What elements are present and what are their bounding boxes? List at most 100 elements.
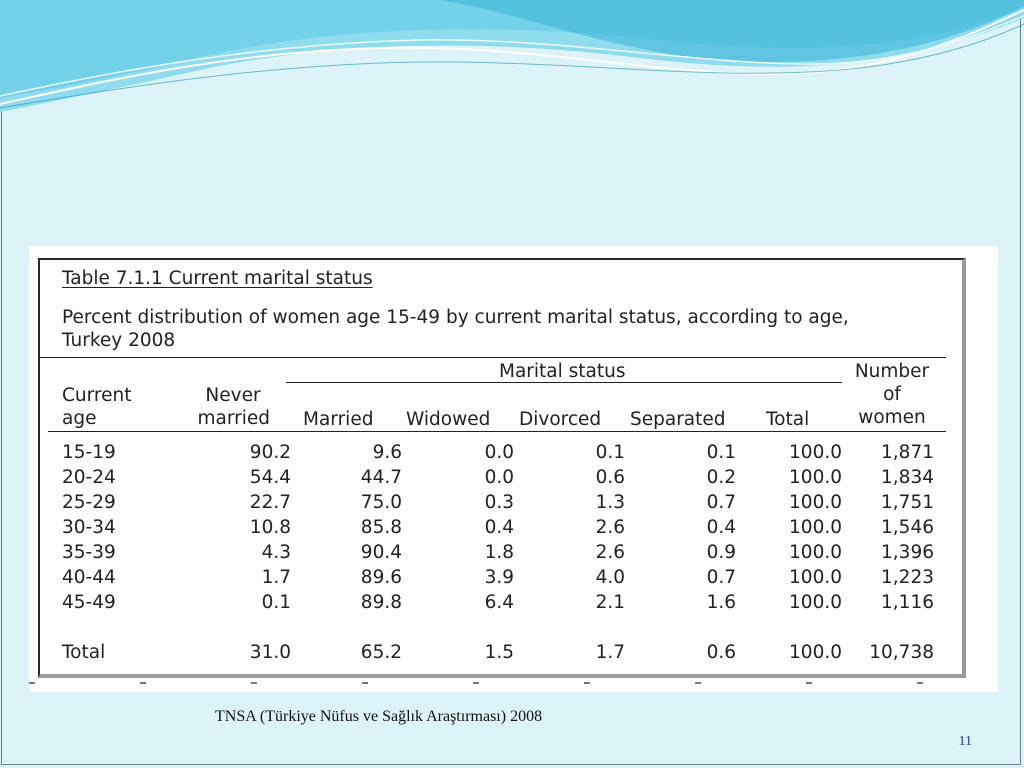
- cell-age: 40-44: [62, 567, 116, 588]
- cell-divorced: 2.1: [595, 592, 625, 613]
- cell-age: 45-49: [62, 592, 116, 613]
- cell-separated: 1.6: [706, 592, 736, 613]
- cell-divorced: 2.6: [595, 542, 625, 563]
- page-number: 11: [958, 734, 972, 749]
- table-row: 25-29 22.7 75.0 0.3 1.3 0.7 100.0 1,751: [40, 492, 962, 517]
- table-total-row: Total 31.0 65.2 1.5 1.7 0.6 100.0 10,738: [40, 642, 962, 667]
- cell-age: 30-34: [62, 517, 116, 538]
- cell-widowed: 0.0: [484, 467, 514, 488]
- header-number-line3: women: [858, 407, 926, 428]
- cell-number: 1,223: [881, 567, 934, 588]
- table-subtitle: Percent distribution of women age 15-49 …: [62, 306, 942, 352]
- cell-never: 22.7: [249, 492, 291, 513]
- header-widowed: Widowed: [406, 409, 491, 430]
- cell-divorced: 0.6: [595, 467, 625, 488]
- cell-total: 100.0: [789, 467, 842, 488]
- cell-married: 90.4: [360, 542, 402, 563]
- cell-widowed: 1.8: [484, 542, 514, 563]
- header-current-age-line1: Current: [62, 385, 132, 406]
- header-number-line1: Number: [854, 361, 930, 382]
- header-number-of-women: Number of women: [850, 360, 934, 429]
- table-subtitle-line2: Turkey 2008: [62, 330, 176, 351]
- cell-widowed: 0.3: [484, 492, 514, 513]
- table-image-panel: Table 7.1.1 Current marital status Perce…: [29, 246, 998, 692]
- cell-never: 90.2: [249, 442, 291, 463]
- cell-separated: 0.6: [706, 642, 736, 663]
- cell-total: 100.0: [789, 492, 842, 513]
- cell-widowed: 0.0: [484, 442, 514, 463]
- cell-widowed: 3.9: [484, 567, 514, 588]
- table-row: 35-39 4.3 90.4 1.8 2.6 0.9 100.0 1,396: [40, 542, 962, 567]
- cell-total: 100.0: [789, 442, 842, 463]
- header-separated: Separated: [630, 409, 726, 430]
- header-never-married-line2: married: [197, 408, 270, 429]
- header-total: Total: [766, 409, 810, 430]
- cell-age: 15-19: [62, 442, 116, 463]
- table-row: 30-34 10.8 85.8 0.4 2.6 0.4 100.0 1,546: [40, 517, 962, 542]
- header-number-line2: of: [883, 384, 901, 405]
- marital-status-group-rule: [286, 382, 842, 383]
- cell-married: 9.6: [372, 442, 402, 463]
- cell-never: 4.3: [261, 542, 291, 563]
- cell-never: 54.4: [249, 467, 291, 488]
- cell-total: 100.0: [789, 542, 842, 563]
- cell-separated: 0.2: [706, 467, 736, 488]
- cell-never: 1.7: [261, 567, 291, 588]
- group-header-marital-status: Marital status: [499, 361, 626, 382]
- source-caption: TNSA (Türkiye Nüfus ve Sağlık Araştırmas…: [215, 708, 543, 725]
- cell-divorced: 1.7: [595, 642, 625, 663]
- cell-total: 100.0: [789, 642, 842, 663]
- header-never-married-line1: Never: [205, 385, 261, 406]
- header-never-married: Never married: [190, 384, 270, 430]
- cell-never: 31.0: [249, 642, 291, 663]
- cell-divorced: 4.0: [595, 567, 625, 588]
- cell-separated: 0.4: [706, 517, 736, 538]
- cell-age: 20-24: [62, 467, 116, 488]
- cell-number: 1,871: [881, 442, 934, 463]
- cell-number: 1,396: [881, 542, 934, 563]
- cell-number: 1,546: [881, 517, 934, 538]
- cell-separated: 0.9: [706, 542, 736, 563]
- table-row: 40-44 1.7 89.6 3.9 4.0 0.7 100.0 1,223: [40, 567, 962, 592]
- cell-total: 100.0: [789, 567, 842, 588]
- cell-divorced: 1.3: [595, 492, 625, 513]
- cell-number: 1,751: [881, 492, 934, 513]
- cell-age: 25-29: [62, 492, 116, 513]
- cell-separated: 0.7: [706, 492, 736, 513]
- cell-married: 44.7: [360, 467, 402, 488]
- table-bottom-dashes: [29, 682, 998, 684]
- cell-separated: 0.7: [706, 567, 736, 588]
- header-top-rule: [40, 357, 946, 358]
- table-title: Table 7.1.1 Current marital status: [62, 268, 373, 289]
- cell-married: 89.8: [360, 592, 402, 613]
- cell-widowed: 6.4: [484, 592, 514, 613]
- cell-number: 1,834: [881, 467, 934, 488]
- header-current-age: Current age: [62, 384, 131, 430]
- cell-married: 65.2: [360, 642, 402, 663]
- cell-divorced: 0.1: [595, 442, 625, 463]
- table-row: 15-19 90.2 9.6 0.0 0.1 0.1 100.0 1,871: [40, 442, 962, 467]
- cell-never: 10.8: [249, 517, 291, 538]
- cell-number: 1,116: [881, 592, 934, 613]
- header-bottom-rule: [48, 431, 946, 432]
- cell-age: Total: [62, 642, 106, 663]
- table-row: 20-24 54.4 44.7 0.0 0.6 0.2 100.0 1,834: [40, 467, 962, 492]
- table-row: 45-49 0.1 89.8 6.4 2.1 1.6 100.0 1,116: [40, 592, 962, 617]
- cell-total: 100.0: [789, 517, 842, 538]
- header-wave-decoration: [0, 0, 1024, 112]
- header-married: Married: [303, 409, 374, 430]
- cell-age: 35-39: [62, 542, 116, 563]
- cell-separated: 0.1: [706, 442, 736, 463]
- cell-total: 100.0: [789, 592, 842, 613]
- table-subtitle-line1: Percent distribution of women age 15-49 …: [62, 307, 849, 328]
- cell-married: 89.6: [360, 567, 402, 588]
- marital-status-table: Table 7.1.1 Current marital status Perce…: [38, 258, 966, 678]
- cell-divorced: 2.6: [595, 517, 625, 538]
- cell-number: 10,738: [869, 642, 934, 663]
- cell-married: 75.0: [360, 492, 402, 513]
- header-divorced: Divorced: [519, 409, 602, 430]
- cell-widowed: 1.5: [484, 642, 514, 663]
- cell-married: 85.8: [360, 517, 402, 538]
- cell-widowed: 0.4: [484, 517, 514, 538]
- header-current-age-line2: age: [62, 408, 97, 429]
